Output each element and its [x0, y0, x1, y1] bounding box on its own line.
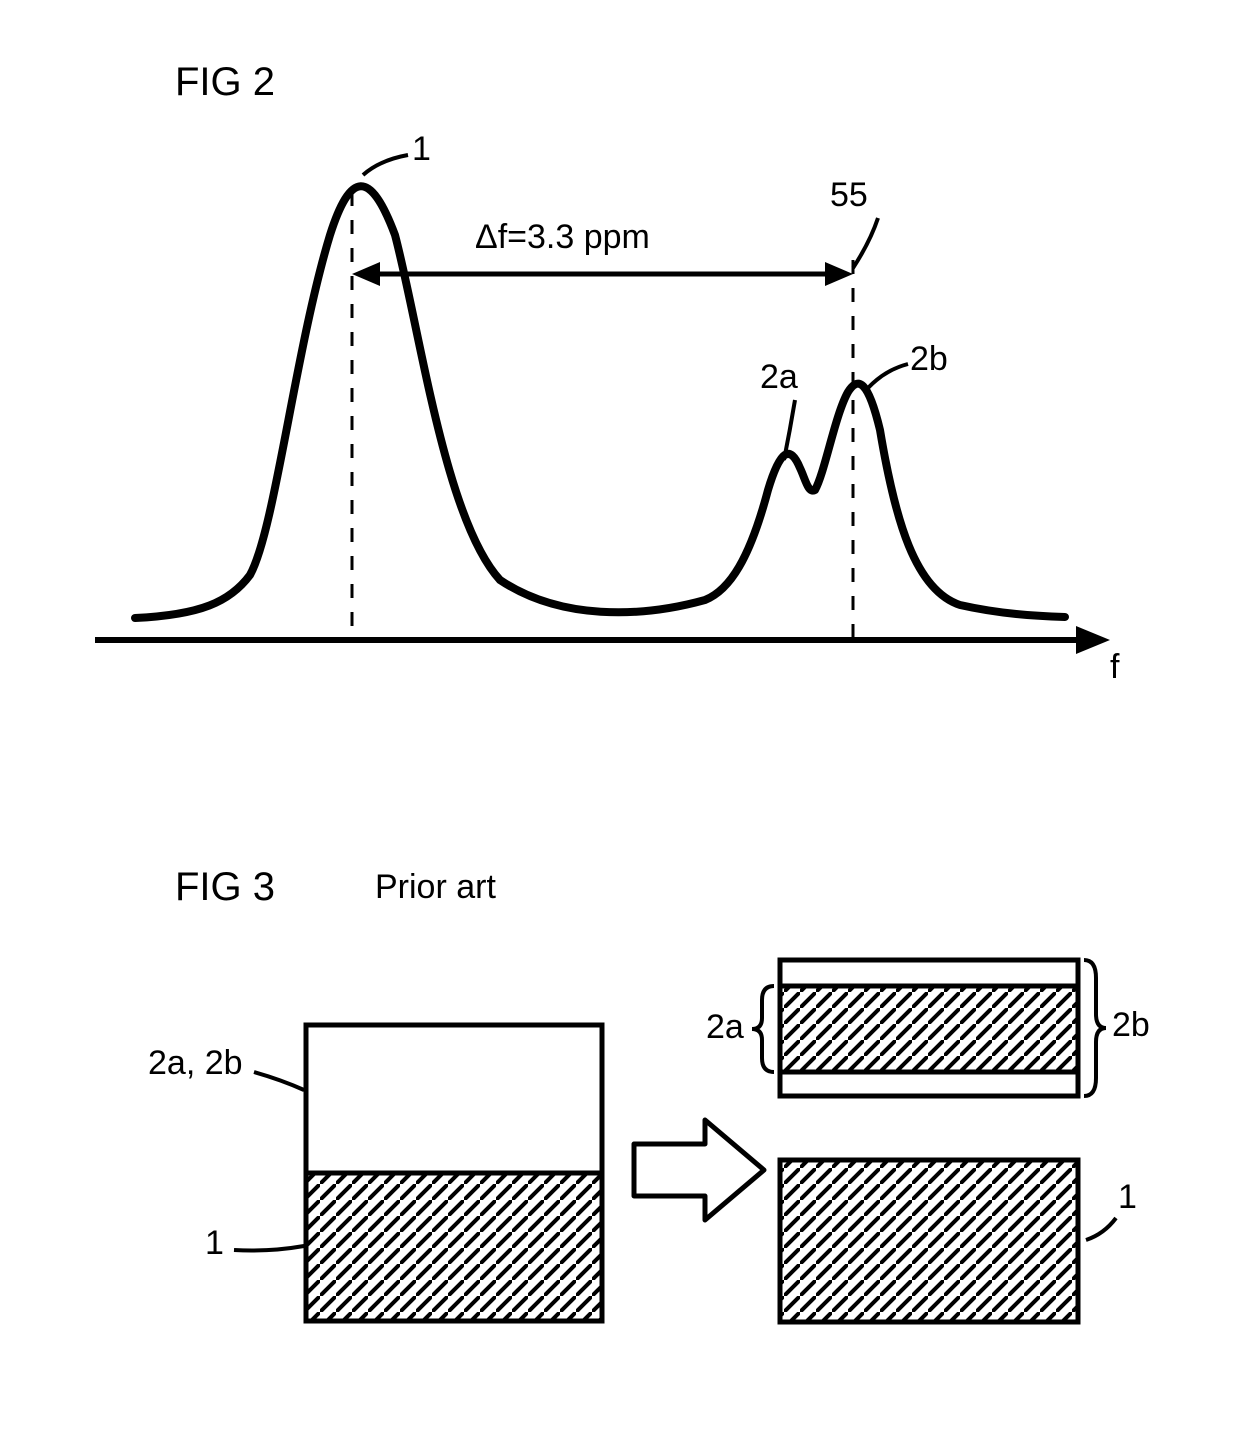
- page: FIG 2 Δf=3.3 ppm 55 1 2a 2b f FIG 3 Prio…: [0, 0, 1240, 1433]
- left-box-bottom-fill: [306, 1173, 602, 1321]
- right-top-inner-fill: [780, 986, 1078, 1072]
- leader-2a2b-left: [254, 1072, 304, 1090]
- big-arrow: [634, 1120, 764, 1220]
- leader-1-left: [234, 1246, 304, 1251]
- label-2a-right: 2a: [706, 1008, 744, 1047]
- label-1-left: 1: [205, 1224, 224, 1263]
- right-bottom-fill: [780, 1160, 1078, 1322]
- brace-2a: [752, 986, 774, 1072]
- brace-2b: [1084, 960, 1106, 1096]
- leader-1-right: [1086, 1218, 1116, 1240]
- label-2b-right: 2b: [1112, 1006, 1150, 1045]
- label-1-right: 1: [1118, 1178, 1137, 1217]
- fig3-svg: [0, 0, 1240, 1433]
- label-2a2b-left: 2a, 2b: [148, 1044, 243, 1083]
- left-box-top: [306, 1025, 602, 1173]
